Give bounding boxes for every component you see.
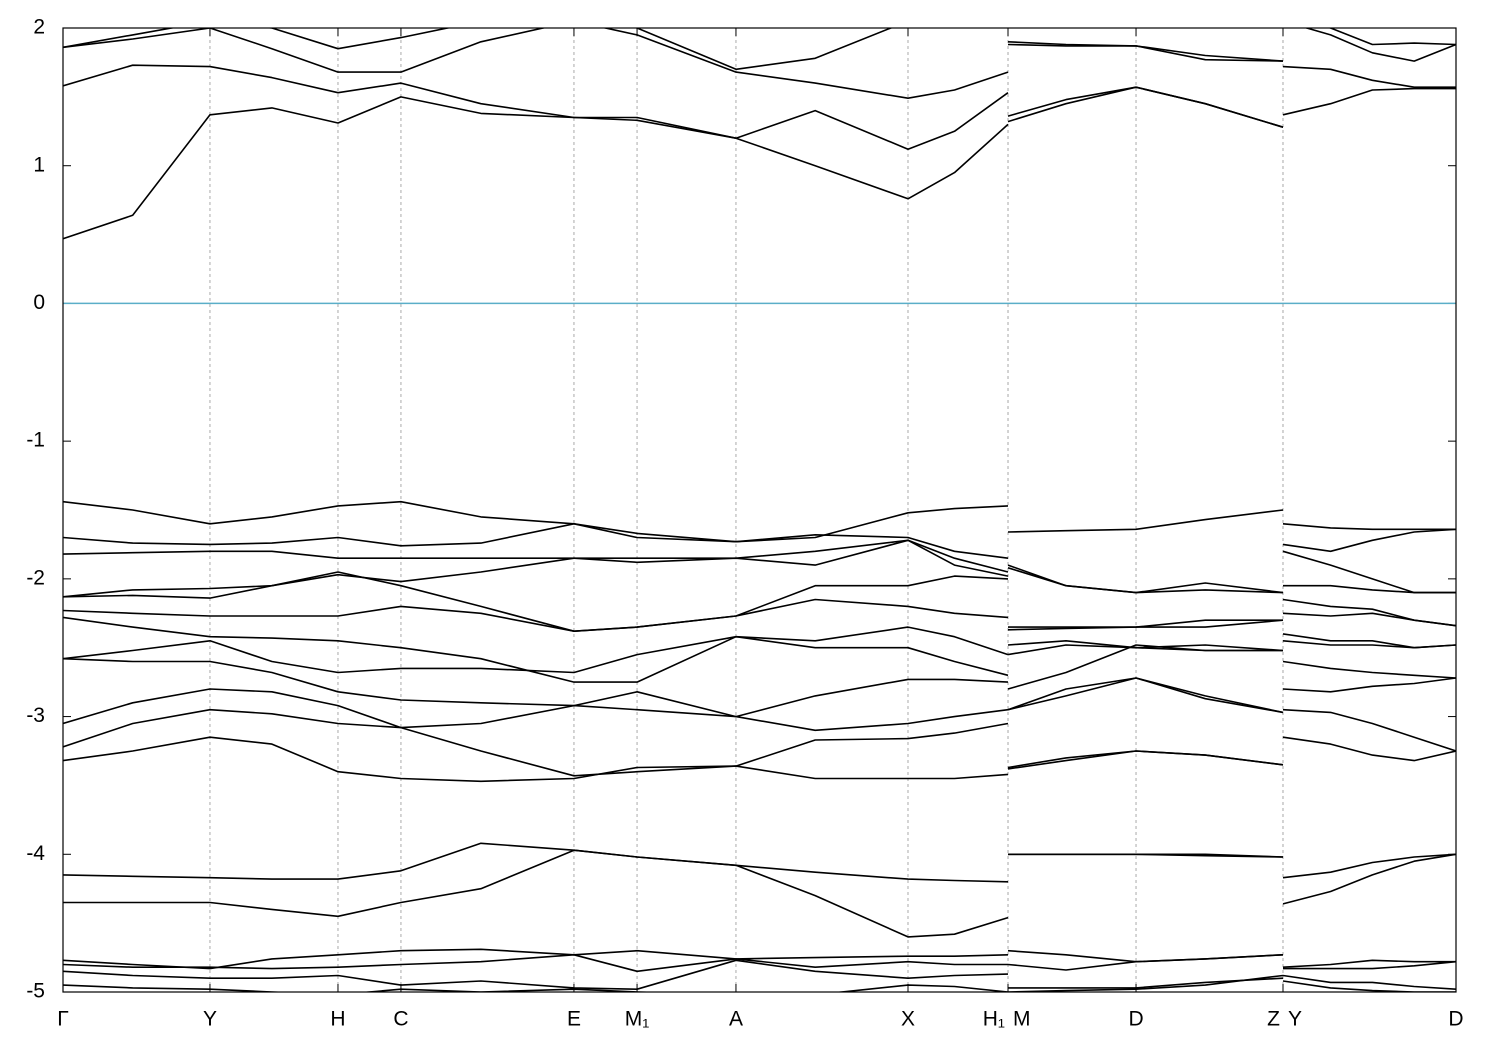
x-tick-label: Γ (57, 1008, 69, 1031)
x-tick-label: H₁ (983, 1008, 1005, 1031)
x-tick-label: C (393, 1008, 408, 1031)
x-tick-label: Y (203, 1008, 217, 1031)
band-line (63, 959, 1456, 990)
x-tick-label: M₁ (625, 1008, 650, 1031)
band-line (63, 736, 1456, 783)
x-tick-label: H (330, 1008, 345, 1031)
band-line (63, 974, 1456, 992)
band-line (63, 954, 1456, 973)
plot-frame (62, 27, 1457, 993)
y-tick-label: -4 (26, 842, 45, 865)
y-tick-label: -3 (26, 704, 45, 727)
x-tick-label: Z (1267, 1008, 1280, 1031)
x-tick-label: D (1128, 1008, 1143, 1031)
bands (63, 28, 1456, 992)
band-line (63, 64, 1456, 150)
y-tick-label: -5 (26, 980, 45, 1003)
y-tick-label: 0 (33, 291, 45, 314)
x-tick-label: D (1448, 1008, 1463, 1031)
x-tick-label: M (1013, 1008, 1031, 1031)
x-tick-label: A (729, 1008, 743, 1031)
band-line (63, 500, 1456, 543)
band-line (63, 849, 1456, 938)
band-line (63, 677, 1456, 732)
y-tick-label: 2 (33, 16, 45, 39)
y-tick-label: -2 (26, 566, 45, 589)
band-line (63, 28, 1456, 71)
y-tick-label: 1 (33, 153, 45, 176)
x-tick-label: X (901, 1008, 915, 1031)
x-tick-label: E (567, 1008, 581, 1031)
band-line (63, 635, 1456, 690)
x-tick-label: Y (1288, 1008, 1302, 1031)
y-tick-label: -1 (26, 429, 45, 452)
